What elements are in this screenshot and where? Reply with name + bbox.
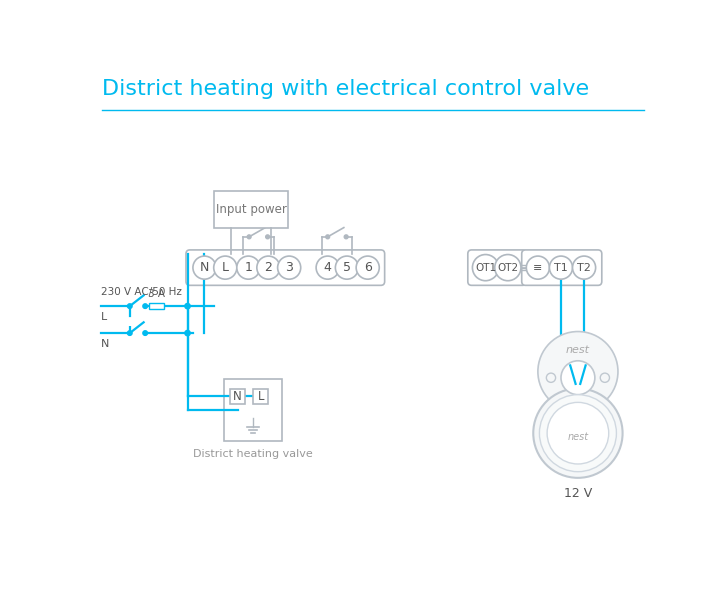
Text: N: N [199, 261, 209, 274]
Text: N: N [100, 339, 109, 349]
Circle shape [538, 331, 618, 412]
Circle shape [237, 256, 260, 279]
Circle shape [193, 256, 216, 279]
FancyBboxPatch shape [522, 250, 602, 285]
Text: OT2: OT2 [497, 263, 518, 273]
Circle shape [601, 373, 609, 383]
Circle shape [185, 330, 190, 336]
Circle shape [143, 331, 148, 336]
Text: ≡: ≡ [533, 263, 542, 273]
Circle shape [561, 361, 595, 394]
FancyBboxPatch shape [149, 303, 165, 309]
Circle shape [325, 235, 330, 239]
Circle shape [316, 256, 339, 279]
Text: N: N [233, 390, 242, 403]
Circle shape [572, 256, 596, 279]
FancyBboxPatch shape [230, 388, 245, 404]
Circle shape [550, 256, 572, 279]
FancyBboxPatch shape [567, 399, 589, 413]
Text: L: L [100, 312, 107, 322]
Circle shape [214, 256, 237, 279]
Circle shape [495, 255, 521, 281]
Text: 1: 1 [245, 261, 253, 274]
Text: nest: nest [567, 432, 588, 442]
Circle shape [127, 304, 132, 308]
FancyBboxPatch shape [223, 380, 282, 441]
Circle shape [526, 256, 550, 279]
Circle shape [356, 256, 379, 279]
Circle shape [248, 235, 251, 239]
Circle shape [539, 394, 617, 472]
Text: 6: 6 [364, 261, 372, 274]
Text: L: L [222, 261, 229, 274]
FancyBboxPatch shape [215, 191, 288, 228]
Circle shape [266, 235, 269, 239]
Text: 4: 4 [324, 261, 332, 274]
Text: District heating valve: District heating valve [193, 448, 313, 459]
Text: 3: 3 [285, 261, 293, 274]
FancyBboxPatch shape [253, 388, 269, 404]
Circle shape [534, 388, 622, 478]
Circle shape [547, 402, 609, 464]
Circle shape [472, 255, 499, 281]
Circle shape [277, 256, 301, 279]
Text: T1: T1 [554, 263, 568, 273]
Circle shape [546, 373, 555, 383]
Text: Input power: Input power [215, 203, 287, 216]
Circle shape [336, 256, 358, 279]
Text: T2: T2 [577, 263, 591, 273]
Text: District heating with electrical control valve: District heating with electrical control… [102, 79, 589, 99]
Circle shape [344, 235, 348, 239]
Circle shape [185, 304, 190, 309]
Text: 230 V AC/50 Hz: 230 V AC/50 Hz [100, 287, 181, 297]
Text: 5: 5 [343, 261, 351, 274]
Text: 12 V: 12 V [563, 487, 592, 500]
Circle shape [143, 304, 148, 308]
Circle shape [257, 256, 280, 279]
Text: L: L [258, 390, 264, 403]
Text: OT1: OT1 [475, 263, 496, 273]
Text: 3 A: 3 A [149, 289, 165, 299]
FancyBboxPatch shape [186, 250, 384, 285]
Text: nest: nest [566, 345, 590, 355]
FancyBboxPatch shape [468, 250, 526, 285]
Text: 2: 2 [264, 261, 272, 274]
Circle shape [127, 331, 132, 336]
